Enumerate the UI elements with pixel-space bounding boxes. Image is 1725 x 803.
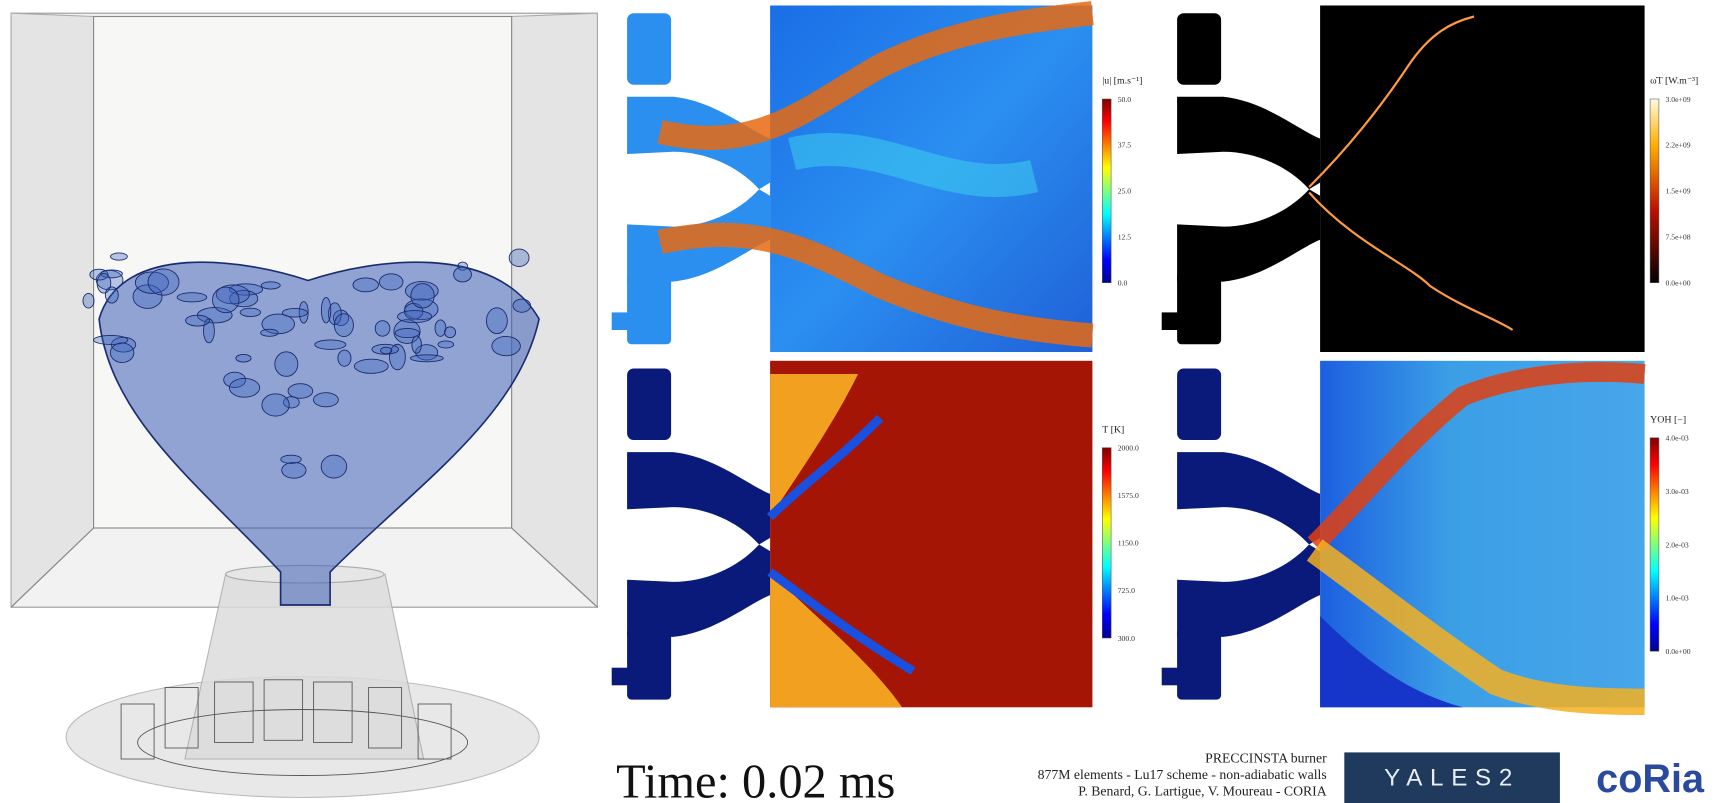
colorbar-tick-label: 25.0 (1118, 187, 1132, 196)
flame-structure (397, 310, 433, 324)
flame-structure (434, 319, 447, 337)
colorbar-tick-label: 0.0e+00 (1666, 278, 1691, 287)
flame-structure (223, 371, 247, 388)
velocity-panel (611, 1, 1094, 352)
flame-structure (453, 266, 472, 283)
flame-structure (280, 454, 302, 464)
flame-structure (260, 281, 281, 290)
flame-structure (134, 271, 169, 294)
colorbar (1102, 447, 1112, 639)
flame-structure (410, 283, 435, 309)
colorbar-tick-label: 2000.0 (1118, 443, 1139, 452)
flame-structure (378, 273, 404, 291)
flame-structure (389, 343, 406, 371)
colorbar-tick-label: 1.5e+09 (1666, 187, 1691, 196)
flame-structure (298, 301, 309, 324)
colorbar-tick-label: 1.0e-03 (1666, 594, 1689, 603)
yales2-logo (1344, 752, 1560, 803)
colorbar-tick-label: 0.0e+00 (1666, 647, 1691, 656)
temperature-panel (611, 360, 1093, 708)
colorbar-tick-label: 4.0e-03 (1666, 434, 1689, 443)
colorbar-tick-label: 7.5e+08 (1666, 233, 1691, 242)
flame-structure (457, 261, 469, 271)
flame-structure (147, 268, 180, 296)
flame-structure (185, 314, 210, 327)
colorbar-label: YOH [−] (1650, 414, 1686, 425)
flame-structure (337, 349, 352, 367)
colorbar (1649, 437, 1660, 652)
flame-structure (96, 273, 112, 294)
oh-panel (1161, 360, 1646, 715)
colorbar (1102, 98, 1112, 283)
flame-structure (320, 454, 348, 479)
credit-line: P. Benard, G. Lartigue, V. Moureau - COR… (1078, 783, 1327, 798)
flame-structure (212, 286, 240, 314)
flame-structure (485, 307, 508, 335)
flame-structure (261, 393, 290, 417)
flame-structure (109, 342, 135, 363)
colorbar-label: ω̇T [W.m⁻³] (1650, 76, 1698, 87)
flame-structure (314, 339, 347, 350)
flame-structure (228, 283, 264, 296)
colorbar-label: T [K] (1102, 424, 1124, 435)
flame-structure (260, 328, 279, 337)
flame-structure (409, 354, 444, 363)
colorbar (1649, 98, 1660, 283)
flame-structure (512, 298, 532, 313)
flame-structure (215, 284, 250, 305)
flame-structure (374, 320, 391, 337)
colorbar-tick-label: 1150.0 (1118, 539, 1139, 548)
flame-structure (104, 286, 119, 304)
flame-structure (239, 307, 262, 317)
flame-structure (235, 354, 252, 363)
flame-structure (380, 346, 393, 355)
colorbar-tick-label: 725.0 (1118, 586, 1135, 595)
flame-structure (287, 383, 314, 399)
flame-structure (274, 351, 299, 377)
flame-structure (313, 392, 339, 408)
flame-structure (320, 296, 332, 324)
colorbar-tick-label: 3.0e-03 (1666, 487, 1689, 496)
colorbar-tick-label: 0.0 (1118, 278, 1128, 287)
flame-structure (353, 358, 389, 374)
flame-structure (444, 326, 457, 339)
flame-structure (352, 277, 379, 293)
colorbar-label: |u| [m.s⁻¹] (1102, 76, 1142, 87)
heat-release-panel (1161, 5, 1645, 352)
colorbar-tick-label: 1575.0 (1118, 491, 1139, 500)
flame-structure (281, 461, 307, 479)
yales2-logo-text: YALES2 (1384, 764, 1520, 791)
colorbar-tick-label: 50.0 (1118, 95, 1132, 104)
credit-line: PRECCINSTA burner (1205, 750, 1327, 765)
flame-structure (228, 377, 261, 398)
flame-structure (333, 313, 354, 338)
flame-structure (110, 252, 128, 261)
flame-structure (89, 268, 109, 281)
colorbar-tick-label: 37.5 (1118, 141, 1132, 150)
colorbar-tick-label: 3.0e+09 (1666, 95, 1691, 104)
flame-structure (100, 269, 123, 279)
flame-structure (93, 335, 129, 345)
flame-structure (176, 292, 208, 303)
colorbar-tick-label: 12.5 (1118, 233, 1132, 242)
colorbar-tick-label: 2.2e+09 (1666, 141, 1691, 150)
colorbar-tick-label: 300.0 (1118, 634, 1135, 643)
flame-structure (508, 248, 530, 267)
flame-structure (82, 293, 95, 309)
combustor-3d (10, 12, 598, 799)
flame-structure (229, 290, 259, 308)
flame-structure (437, 340, 455, 349)
flame-structure (394, 327, 420, 339)
time-label: Time: 0.02 ms (616, 756, 895, 803)
flame-structure (371, 343, 400, 355)
flame-structure (281, 307, 308, 318)
credit-line: 877M elements - Lu17 scheme - non-adiaba… (1038, 767, 1327, 782)
coria-logo-text: coRia (1596, 757, 1705, 801)
colorbar-tick-label: 2.0e-03 (1666, 540, 1689, 549)
flame-structure (491, 336, 521, 357)
flame-structure (411, 335, 422, 354)
